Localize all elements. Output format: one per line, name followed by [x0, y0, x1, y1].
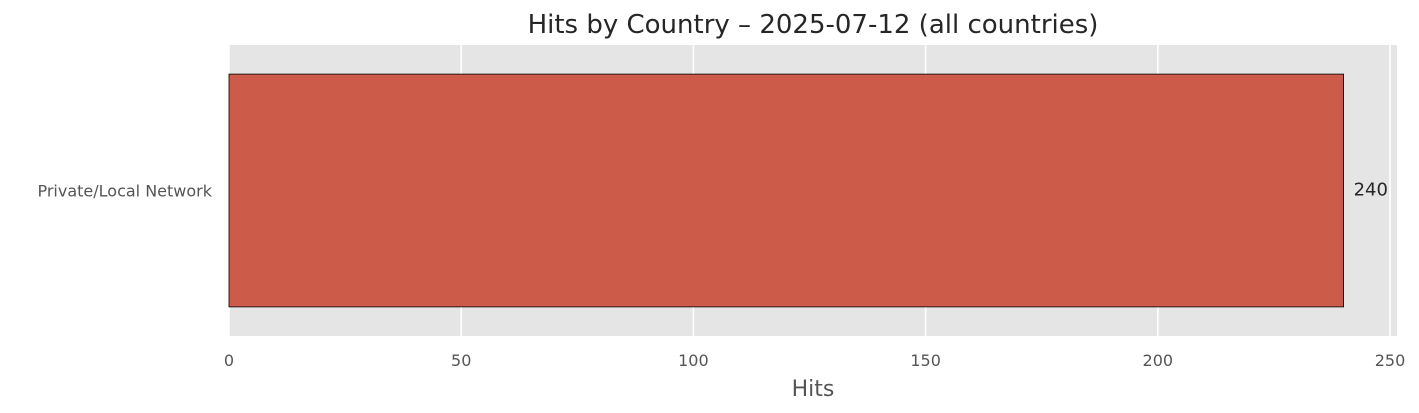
bars: [228, 73, 1344, 308]
x-tick-label: 0: [224, 351, 234, 370]
x-tick-label: 150: [910, 351, 941, 370]
x-axis-ticks: 0 50 100 150 200 250: [224, 351, 1405, 370]
y-axis-ticks: Private/Local Network: [37, 182, 212, 201]
chart-title: Hits by Country – 2025-07-12 (all countr…: [528, 10, 1099, 40]
x-tick-label: 250: [1375, 351, 1406, 370]
bar: [228, 73, 1344, 308]
y-tick-label: Private/Local Network: [37, 182, 212, 201]
x-tick-label: 50: [451, 351, 471, 370]
x-axis-label: Hits: [792, 377, 835, 402]
x-tick-label: 200: [1143, 351, 1174, 370]
data-label: 240: [1354, 180, 1388, 201]
x-tick-label: 100: [678, 351, 709, 370]
value-labels: 240: [1354, 180, 1388, 201]
